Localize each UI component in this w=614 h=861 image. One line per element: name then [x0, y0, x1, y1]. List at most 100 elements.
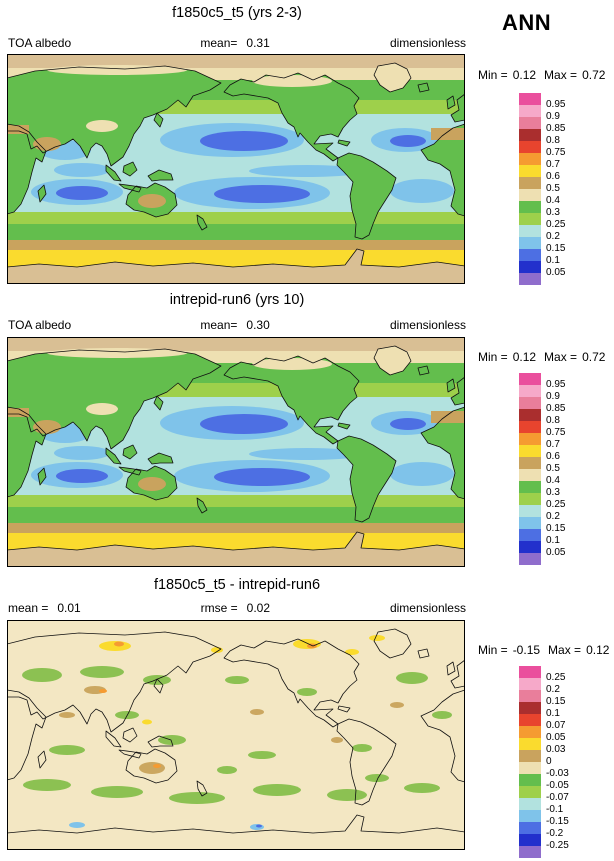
- colorbar-swatch: [519, 469, 541, 481]
- colorbar-row: [519, 273, 565, 285]
- max-label: Max =: [544, 68, 578, 82]
- colorbar-tick-label: 0.95: [546, 99, 566, 110]
- world-map-svg-model2: [7, 337, 465, 567]
- colorbar-swatch: [519, 774, 541, 786]
- colorbar-swatch: [519, 834, 541, 846]
- colorbar-swatch: [519, 433, 541, 445]
- panel3-title: f1850c5_t5 - intrepid-run6: [153, 577, 321, 593]
- colorbar-row: 0.05: [519, 261, 565, 278]
- colorbar-tick-label: 0.2: [546, 231, 560, 242]
- colorbar-row: 0.15: [519, 517, 565, 534]
- colorbar-swatch: [519, 373, 541, 385]
- mean-label: mean =: [8, 601, 49, 615]
- colorbar-row: 0.4: [519, 469, 565, 486]
- colorbar-swatch: [519, 105, 541, 117]
- colorbar-swatch: [519, 177, 541, 189]
- panel3-header: mean = 0.01 rmse = 0.02 dimensionless: [8, 601, 466, 615]
- min-value: 0.12: [512, 68, 537, 82]
- colorbar-tick-label: 0.85: [546, 403, 566, 414]
- panel2-title: intrepid-run6 (yrs 10): [169, 292, 305, 308]
- panel2-colorbar: 0.95 0.9 0.85 0.8 0.75 0.7 0.6 0.5 0.4 0.3 0.25 0.2…: [519, 373, 565, 565]
- colorbar-swatch: [519, 397, 541, 409]
- colorbar-row: 0.5: [519, 457, 565, 474]
- colorbar-tick-label: 0.1: [546, 255, 560, 266]
- colorbar-swatch: [519, 541, 541, 553]
- colorbar-tick-label: -0.15: [546, 816, 569, 827]
- colorbar-swatch: [519, 750, 541, 762]
- colorbar-tick-label: 0.9: [546, 111, 560, 122]
- colorbar-swatch: [519, 822, 541, 834]
- colorbar-row: 0.15: [519, 237, 565, 254]
- colorbar-row: 0.8: [519, 129, 565, 146]
- colorbar-swatch: [519, 445, 541, 457]
- colorbar-tick-label: 0.8: [546, 135, 560, 146]
- colorbar-row: 0: [519, 750, 569, 767]
- colorbar-row: 0.2: [519, 678, 569, 695]
- world-map-svg-model1: [7, 54, 465, 284]
- colorbar-swatch: [519, 529, 541, 541]
- mean-value: 0.30: [246, 318, 270, 332]
- colorbar-row: 0.7: [519, 153, 565, 170]
- colorbar-tick-label: 0.07: [546, 720, 566, 731]
- colorbar-swatch: [519, 117, 541, 129]
- panel1-title: f1850c5_t5 (yrs 2-3): [172, 5, 302, 21]
- max-value: 0.72: [582, 68, 606, 82]
- colorbar-row: -0.15: [519, 810, 569, 827]
- max-value: 0.12: [586, 643, 610, 657]
- colorbar-row: 0.25: [519, 213, 565, 230]
- rmse-label: rmse =: [200, 601, 238, 615]
- rmse-value: 0.02: [246, 601, 271, 615]
- colorbar-tick-label: 0.3: [546, 207, 560, 218]
- colorbar-tick-label: 0: [546, 756, 552, 767]
- colorbar-row: -0.25: [519, 834, 569, 851]
- colorbar-row: 0.7: [519, 433, 565, 450]
- colorbar-row: -0.07: [519, 786, 569, 803]
- colorbar-tick-label: 0.05: [546, 547, 566, 558]
- colorbar-row: 0.15: [519, 690, 569, 707]
- colorbar-row: -0.1: [519, 798, 569, 815]
- colorbar-tick-label: 0.5: [546, 463, 560, 474]
- map-model1: [7, 54, 465, 284]
- colorbar-tick-label: 0.25: [546, 672, 566, 683]
- colorbar-row: 0.85: [519, 117, 565, 134]
- colorbar-tick-label: 0.15: [546, 243, 566, 254]
- colorbar-tick-label: 0.05: [546, 267, 566, 278]
- colorbar-swatch: [519, 798, 541, 810]
- colorbar-row: 0.25: [519, 666, 569, 683]
- colorbar-tick-label: 0.4: [546, 195, 560, 206]
- colorbar-tick-label: 0.05: [546, 732, 566, 743]
- colorbar-row: 0.95: [519, 373, 565, 390]
- colorbar-swatch: [519, 165, 541, 177]
- colorbar-swatch: [519, 141, 541, 153]
- colorbar-swatch: [519, 505, 541, 517]
- colorbar-row: 0.3: [519, 481, 565, 498]
- colorbar-row: 0.75: [519, 141, 565, 158]
- colorbar-tick-label: 0.1: [546, 708, 560, 719]
- variable-label-text: TOA albedo: [8, 36, 72, 50]
- colorbar-row: 0.2: [519, 225, 565, 242]
- colorbar-row: 0.2: [519, 505, 565, 522]
- colorbar-row: 0.5: [519, 177, 565, 194]
- panel3-mean-stat: mean = 0.01: [8, 601, 81, 615]
- colorbar-tick-label: 0.9: [546, 391, 560, 402]
- colorbar-swatch: [519, 385, 541, 397]
- colorbar-swatch: [519, 678, 541, 690]
- max-label: Max =: [544, 350, 578, 364]
- panel1-mean-stat: mean= 0.31: [200, 36, 269, 50]
- max-label: Max =: [548, 643, 582, 657]
- colorbar-swatch: [519, 786, 541, 798]
- colorbar-tick-label: 0.6: [546, 451, 560, 462]
- min-label: Min =: [478, 68, 508, 82]
- colorbar-row: 0.1: [519, 529, 565, 546]
- colorbar-tick-label: 0.2: [546, 511, 560, 522]
- colorbar-swatch: [519, 421, 541, 433]
- colorbar-swatch: [519, 690, 541, 702]
- colorbar-row: 0.95: [519, 93, 565, 110]
- colorbar-swatch: [519, 517, 541, 529]
- colorbar-swatch: [519, 237, 541, 249]
- colorbar-row: 0.9: [519, 385, 565, 402]
- colorbar-swatch: [519, 666, 541, 678]
- panel1-variable-label: TOA albedo: [8, 36, 80, 50]
- colorbar-swatch: [519, 762, 541, 774]
